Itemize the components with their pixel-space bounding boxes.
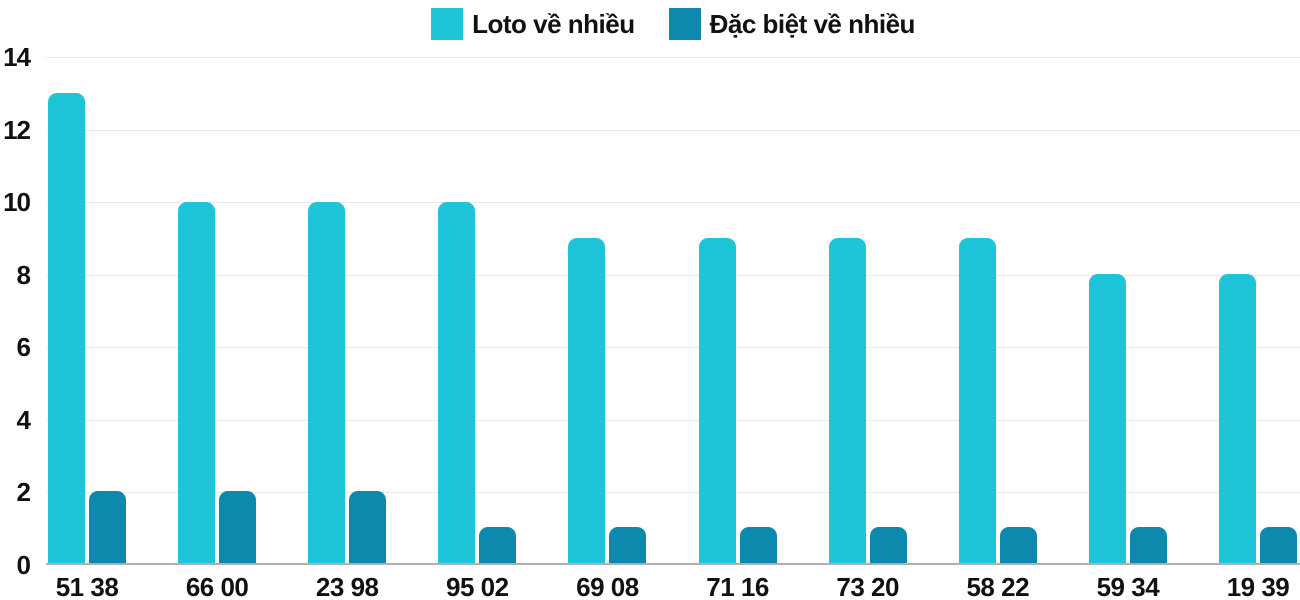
legend-label: Đặc biệt về nhiều	[709, 8, 916, 39]
bar-series1-58-22	[999, 526, 1037, 563]
grid-line	[46, 129, 1300, 131]
bar-group-66-00: 66 00	[178, 57, 257, 600]
bar-series0-23-98	[308, 201, 346, 563]
bar-group-59-34: 59 34	[1088, 57, 1167, 600]
bar-series0-73-20	[828, 237, 866, 563]
x-tick-label: 73 20	[836, 572, 899, 600]
bar-series1-73-20	[869, 526, 907, 563]
bar-series0-69-08	[568, 237, 606, 563]
y-tick-label: 2	[16, 477, 31, 508]
x-tick-label: 66 00	[185, 572, 249, 600]
y-tick-label: 0	[16, 550, 31, 580]
bar-group-71-16: 71 16	[698, 57, 777, 600]
bar-series0-59-34	[1088, 273, 1126, 563]
y-tick-label: 12	[3, 114, 31, 145]
grid-line	[46, 419, 1300, 421]
y-tick-label: 8	[16, 259, 31, 290]
bar-group-73-20: 73 20	[828, 57, 907, 600]
bar-group-69-08: 69 08	[568, 57, 647, 600]
bar-series1-66-00	[219, 490, 257, 563]
bar-group-95-02: 95 02	[438, 57, 517, 600]
x-tick-label: 69 08	[576, 572, 639, 600]
grid-line	[46, 274, 1300, 276]
bar-series1-23-98	[349, 490, 387, 563]
legend-swatch-icon	[668, 8, 701, 40]
legend-item-1[interactable]: Đặc biệt về nhiều	[668, 8, 916, 40]
bar-series1-71-16	[739, 526, 777, 563]
grid-line	[46, 202, 1300, 204]
bar-group-51-38: 51 38	[48, 57, 126, 600]
x-tick-label: 23 98	[315, 572, 379, 600]
plot-area: 51 38 66 00 23 98 95 02 69 08 71 16 73 20 58 22…	[46, 57, 1300, 600]
legend-item-0[interactable]: Loto về nhiều	[431, 8, 635, 40]
bar-series1-59-34	[1129, 526, 1167, 563]
chart-legend: Loto về nhiều Đặc biệt về nhiều	[46, 8, 1300, 40]
x-tick-label: 51 38	[55, 572, 119, 600]
x-tick-label: 95 02	[446, 572, 509, 600]
x-tick-label: 71 16	[706, 572, 769, 600]
bar-series0-19-39	[1218, 273, 1256, 563]
x-tick-label: 58 22	[966, 572, 1030, 600]
legend-swatch-icon	[431, 8, 464, 40]
grid-line	[46, 492, 1300, 494]
bar-group-19-39: 19 39	[1218, 57, 1297, 600]
y-axis-labels: 0 2 4 6 8 10 12 14	[0, 42, 32, 580]
y-tick-label: 4	[16, 404, 31, 435]
x-tick-label: 59 34	[1096, 572, 1160, 600]
bar-series1-51-38	[89, 490, 126, 563]
bar-group-23-98: 23 98	[308, 57, 387, 600]
legend-label: Loto về nhiều	[472, 8, 635, 39]
bar-series0-66-00	[178, 201, 216, 563]
bar-series0-58-22	[958, 237, 996, 563]
bar-series0-95-02	[438, 201, 476, 563]
grid-line	[46, 57, 1300, 58]
bar-groups: 51 38 66 00 23 98 95 02 69 08 71 16 73 20 58 22…	[46, 57, 1300, 600]
bar-group-58-22: 58 22	[958, 57, 1037, 600]
grid-line	[46, 347, 1300, 349]
bar-series0-51-38	[48, 93, 85, 563]
x-tick-label: 19 39	[1226, 572, 1290, 600]
bar-series1-69-08	[609, 526, 647, 563]
y-tick-label: 6	[16, 332, 31, 363]
bar-series1-19-39	[1259, 526, 1297, 563]
y-tick-label: 10	[3, 187, 31, 218]
bar-series0-71-16	[698, 237, 736, 563]
bar-series1-95-02	[479, 526, 517, 563]
y-tick-label: 14	[3, 42, 31, 72]
